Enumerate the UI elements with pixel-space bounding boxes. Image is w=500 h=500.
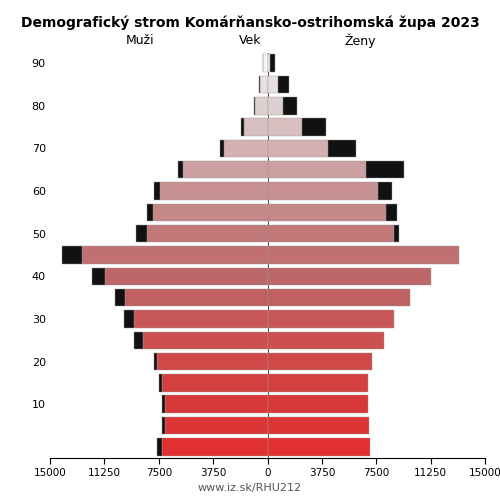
Bar bbox=[268, 225, 394, 242]
Bar bbox=[278, 76, 288, 93]
Bar bbox=[158, 353, 268, 370]
Text: Demografický strom Komárňansko-ostrihomská župa 2023: Demografický strom Komárňansko-ostrihoms… bbox=[20, 15, 479, 30]
Bar bbox=[242, 118, 244, 136]
Bar bbox=[115, 289, 126, 306]
Bar bbox=[268, 353, 372, 370]
Bar bbox=[268, 438, 370, 456]
Bar bbox=[394, 225, 400, 242]
Bar bbox=[147, 204, 153, 221]
Bar bbox=[156, 438, 162, 456]
Bar bbox=[164, 417, 268, 434]
Bar bbox=[154, 182, 160, 200]
Bar bbox=[268, 182, 378, 200]
Bar bbox=[178, 161, 184, 178]
Bar bbox=[268, 332, 384, 349]
Bar bbox=[254, 97, 255, 114]
Bar bbox=[153, 204, 268, 221]
Bar bbox=[184, 161, 268, 178]
Bar bbox=[264, 54, 268, 72]
Bar bbox=[268, 118, 302, 136]
Bar bbox=[268, 374, 368, 392]
Bar bbox=[154, 353, 158, 370]
Bar bbox=[136, 225, 147, 242]
Bar bbox=[244, 118, 268, 136]
Bar bbox=[268, 54, 270, 72]
Bar bbox=[270, 54, 276, 72]
Text: www.iz.sk/RHU212: www.iz.sk/RHU212 bbox=[198, 482, 302, 492]
Bar bbox=[366, 161, 404, 178]
Bar bbox=[268, 76, 278, 93]
Text: Vek: Vek bbox=[239, 34, 261, 48]
Bar bbox=[259, 76, 260, 93]
Bar bbox=[268, 161, 366, 178]
Bar bbox=[268, 97, 283, 114]
Bar bbox=[262, 54, 264, 72]
Bar bbox=[147, 225, 268, 242]
Bar bbox=[62, 246, 82, 264]
Bar bbox=[134, 332, 143, 349]
Bar bbox=[260, 76, 268, 93]
Bar bbox=[268, 246, 459, 264]
Bar bbox=[268, 417, 369, 434]
Bar bbox=[162, 374, 268, 392]
Bar bbox=[268, 396, 368, 413]
Bar bbox=[268, 310, 394, 328]
Bar bbox=[143, 332, 268, 349]
Bar bbox=[224, 140, 268, 157]
Bar bbox=[124, 310, 134, 328]
Text: Ženy: Ženy bbox=[344, 33, 376, 48]
Bar bbox=[255, 97, 268, 114]
Bar bbox=[92, 268, 105, 285]
Bar bbox=[268, 140, 328, 157]
Bar bbox=[160, 182, 268, 200]
Bar bbox=[268, 268, 432, 285]
Bar bbox=[284, 97, 297, 114]
Bar bbox=[162, 396, 164, 413]
Bar bbox=[158, 374, 162, 392]
Bar bbox=[164, 396, 268, 413]
Bar bbox=[126, 289, 268, 306]
Bar bbox=[268, 204, 386, 221]
Bar bbox=[378, 182, 392, 200]
Bar bbox=[328, 140, 356, 157]
Bar bbox=[302, 118, 326, 136]
Bar bbox=[268, 289, 410, 306]
Bar bbox=[134, 310, 268, 328]
Bar bbox=[220, 140, 224, 157]
Text: Muži: Muži bbox=[126, 34, 154, 48]
Bar bbox=[105, 268, 268, 285]
Bar bbox=[82, 246, 268, 264]
Bar bbox=[162, 417, 164, 434]
Bar bbox=[162, 438, 268, 456]
Bar bbox=[386, 204, 396, 221]
